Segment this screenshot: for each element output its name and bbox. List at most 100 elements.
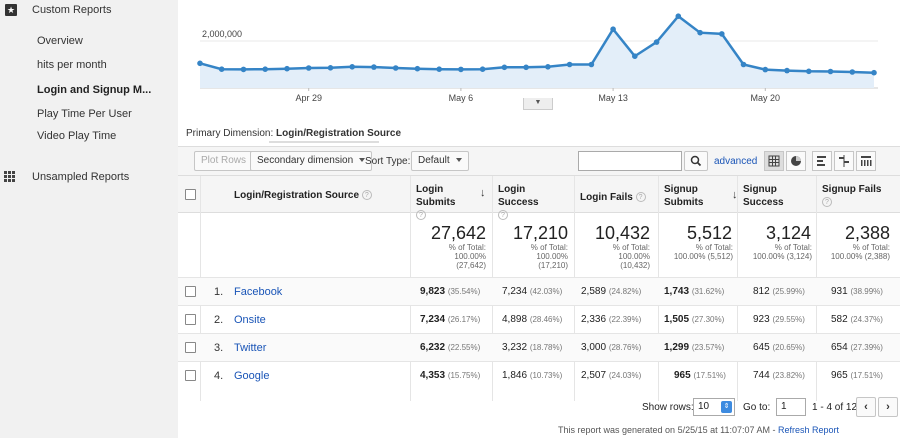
total-pct-value: 100.00% (3,124) <box>752 252 812 261</box>
advanced-filter-link[interactable]: advanced <box>714 156 758 167</box>
total-pct: % of Total: 100.00% (17,210) <box>498 243 568 270</box>
cell-pct: (25.99%) <box>772 287 805 296</box>
series-area <box>200 16 874 89</box>
row-checkbox[interactable] <box>185 314 196 325</box>
comparison-view-button[interactable] <box>834 151 854 171</box>
help-icon[interactable]: ? <box>498 210 508 221</box>
col-login-submits[interactable]: Login Submits? <box>416 183 476 222</box>
data-point <box>479 66 486 72</box>
total-value: 2,388 <box>844 223 890 243</box>
row-label-link[interactable]: Twitter <box>234 342 267 354</box>
primary-dimension-value[interactable]: Login/Registration Source <box>276 128 402 139</box>
prev-page-button[interactable]: ‹ <box>856 397 876 417</box>
select-all-checkbox[interactable] <box>185 189 196 200</box>
sort-type-dropdown[interactable]: Default <box>411 151 469 171</box>
cell-login-submits: 6,232 (22.55%) <box>420 342 480 353</box>
cell-pct: (23.57%) <box>691 343 725 352</box>
col-login-success[interactable]: Login Success? <box>498 183 568 222</box>
col-signup-success[interactable]: Signup Success <box>743 183 784 209</box>
cell-pct: (38.99%) <box>850 287 883 296</box>
help-icon[interactable]: ? <box>361 190 372 201</box>
col-signup-fails[interactable]: Signup Fails? <box>822 183 892 209</box>
plot-rows-button[interactable]: Plot Rows <box>194 151 254 171</box>
primary-dimension-label: Primary Dimension: <box>186 128 274 139</box>
search-button[interactable] <box>684 151 708 171</box>
col-login-fails[interactable]: Login Fails ? <box>580 191 646 204</box>
row-checkbox[interactable] <box>185 286 196 297</box>
page-range: 1 - 4 of 12 <box>812 402 858 413</box>
total-pct-label: % of Total: <box>530 243 568 252</box>
table-view-button[interactable] <box>764 151 784 171</box>
cell-value: 965 <box>674 370 691 381</box>
cell-pct: (17.51%) <box>693 371 726 380</box>
cell-login-fails: 2,507 (24.03%) <box>581 370 641 381</box>
sort-descending-icon: ↓ <box>732 189 738 201</box>
data-point <box>588 61 595 68</box>
performance-view-button[interactable] <box>812 151 832 171</box>
cell-value: 744 <box>753 370 770 381</box>
goto-label: Go to: <box>743 402 771 413</box>
data-point <box>784 67 790 74</box>
collapse-chart-toggle[interactable]: ▼ <box>523 98 553 110</box>
col-dimension[interactable]: Login/Registration Source ? <box>234 189 372 202</box>
help-icon[interactable]: ? <box>822 197 832 208</box>
cell-login-fails: 2,336 (22.39%) <box>581 314 641 325</box>
cell-login-success: 3,232 (18.78%) <box>502 342 562 353</box>
sidebar-item-login-signup[interactable]: Login and Signup M... <box>37 84 152 96</box>
secondary-dimension-dropdown[interactable]: Secondary dimension <box>250 151 373 171</box>
chevron-left-icon: ‹ <box>864 401 868 413</box>
refresh-report-link[interactable]: Refresh Report <box>777 425 840 435</box>
show-rows-select[interactable]: 10 ⇕ <box>693 398 735 416</box>
sort-type-label: Sort Type: <box>365 156 411 167</box>
cell-pct: (23.82%) <box>772 371 805 380</box>
col-signup-fails-label: Signup Fails <box>822 184 882 195</box>
sidebar-item-overview[interactable]: Overview <box>37 35 83 47</box>
generated-text: This report was generated on 5/25/15 at … <box>558 425 776 435</box>
sidebar-item-play-time-per-user[interactable]: Play Time Per User <box>37 108 132 120</box>
cell-value: 3,232 <box>502 342 528 353</box>
total-pct-label: % of Total: <box>695 243 733 252</box>
cell-login-fails: 2,589 (24.82%) <box>581 286 641 297</box>
total-value: 10,432 <box>594 223 650 243</box>
chevron-right-icon: › <box>886 401 890 413</box>
sidebar-item-video-play-time[interactable]: Video Play Time <box>37 130 117 142</box>
col-signup-submits[interactable]: Signup Submits <box>664 183 704 209</box>
pie-view-button[interactable] <box>786 151 806 171</box>
next-page-button[interactable]: › <box>878 397 898 417</box>
row-label-link[interactable]: Google <box>234 370 270 382</box>
data-point <box>719 31 725 37</box>
row-number: 4. <box>214 370 224 382</box>
cell-pct: (26.17%) <box>447 315 481 324</box>
x-tick-label: Apr 29 <box>295 93 322 103</box>
total-pct: % of Total: 100.00% (10,432) <box>580 243 650 270</box>
data-point <box>458 66 464 73</box>
pivot-view-button[interactable] <box>856 151 876 171</box>
cell-signup-submits: 1,505 (27.30%) <box>664 314 724 325</box>
row-label-link[interactable]: Facebook <box>234 286 283 298</box>
total-pct-value: 100.00% (5,512) <box>673 252 733 261</box>
goto-page-input[interactable]: 1 <box>776 398 806 416</box>
cell-value: 9,823 <box>420 286 446 297</box>
col-login-submits-label: Login Submits <box>416 184 456 208</box>
row-checkbox[interactable] <box>185 342 196 353</box>
cell-signup-success: 744 (23.82%) <box>753 370 805 381</box>
row-number: 3. <box>214 342 224 354</box>
row-checkbox[interactable] <box>185 370 196 381</box>
total-pct-value: 100.00% <box>536 252 568 261</box>
table-search-input[interactable] <box>578 151 682 171</box>
custom-reports-header[interactable]: ★ Custom Reports <box>0 0 178 24</box>
total-pct-label: % of Total: <box>612 243 650 252</box>
secondary-dimension-label: Secondary dimension <box>257 155 354 166</box>
row-label-link[interactable]: Onsite <box>234 314 266 326</box>
cell-value: 4,898 <box>502 314 528 325</box>
total-value: 5,512 <box>686 223 732 243</box>
help-icon[interactable]: ? <box>416 210 426 221</box>
cell-login-submits: 4,353 (15.75%) <box>420 370 480 381</box>
data-point <box>197 60 203 67</box>
cell-value: 812 <box>753 286 770 297</box>
sidebar-item-unsampled-reports[interactable]: Unsampled Reports <box>0 168 178 188</box>
help-icon[interactable]: ? <box>635 192 646 203</box>
sidebar-item-hits-per-month[interactable]: hits per month <box>37 59 107 71</box>
total-pct-label: % of Total: <box>852 243 890 252</box>
total-pct-label: % of Total: <box>448 243 486 252</box>
